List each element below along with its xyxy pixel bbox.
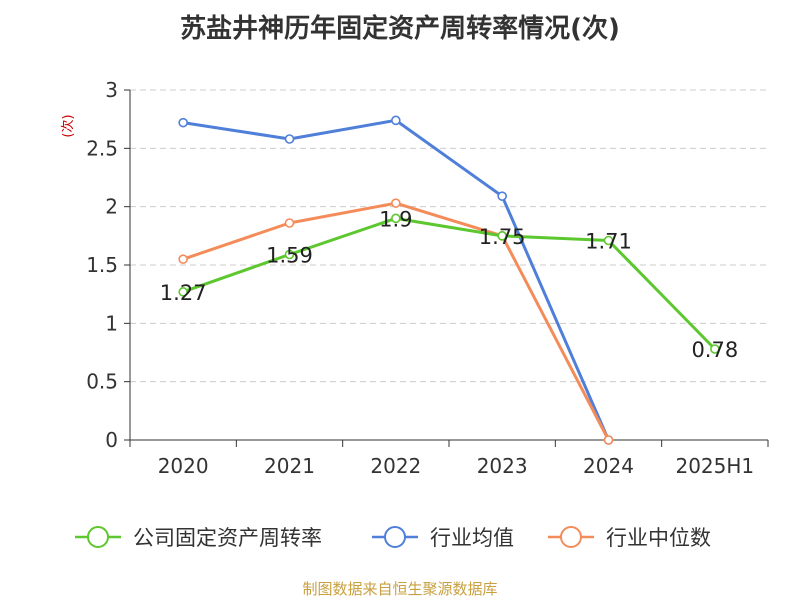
data-point [178,287,188,297]
x-tick-label: 2021 [264,454,315,478]
data-point [497,191,507,201]
x-tick-label: 2023 [477,454,528,478]
data-point [178,117,188,128]
x-tick-label: 2025H1 [675,454,754,478]
chart-title: 苏盐井神历年固定资产周转率情况(次) [180,14,620,44]
legend-marker [384,526,406,548]
data-label: 1.9 [379,207,412,231]
data-point [603,435,614,445]
data-label: 1.59 [266,244,313,268]
data-point [284,249,295,260]
y-axis-label: (次) [60,114,76,137]
y-tick-label: 0.5 [86,370,118,394]
y-tick-label: 1 [105,311,118,335]
data-point [284,218,295,228]
y-tick-label: 2 [105,195,118,219]
x-tick-label: 2024 [583,454,634,478]
legend-marker [87,526,109,548]
y-tick-label: 3 [105,78,118,102]
axis-layer: 0 0.5 1 1.5 2 2.5 3 2020 2021 2022 2023 2024 2025H1 [86,78,769,478]
data-point [391,198,401,208]
y-tick-label: 2.5 [86,136,118,160]
source-text: 制图数据来自恒生聚源数据库 [302,580,498,598]
data-point [284,134,295,144]
data-label: 1.75 [479,225,526,249]
data-point [710,344,720,354]
legend-marker [560,526,582,548]
data-point [391,115,401,126]
legend-label: 行业中位数 [606,526,711,550]
legend-label: 公司固定资产周转率 [133,526,322,550]
data-point [391,213,401,224]
x-tick-label: 2022 [370,454,421,478]
data-point [497,231,507,241]
y-tick-label: 0 [105,428,118,452]
series-line-0 [182,216,716,351]
legend-label: 行业均值 [430,526,514,550]
x-tick-label: 2020 [158,454,209,478]
data-point [178,254,188,264]
data-label: 0.78 [691,338,738,362]
data-label: 1.71 [585,230,632,254]
grid-layer [130,89,768,383]
data-label: 1.27 [160,281,207,305]
data-point [603,235,614,246]
data-label-layer: 1.27 1.59 1.9 1.75 1.71 0.78 [160,207,738,362]
series-layer [178,115,720,445]
legend: 公司固定资产周转率 行业均值 行业中位数 [75,526,711,550]
series-line-1 [182,118,610,441]
y-tick-label: 1.5 [86,253,118,277]
